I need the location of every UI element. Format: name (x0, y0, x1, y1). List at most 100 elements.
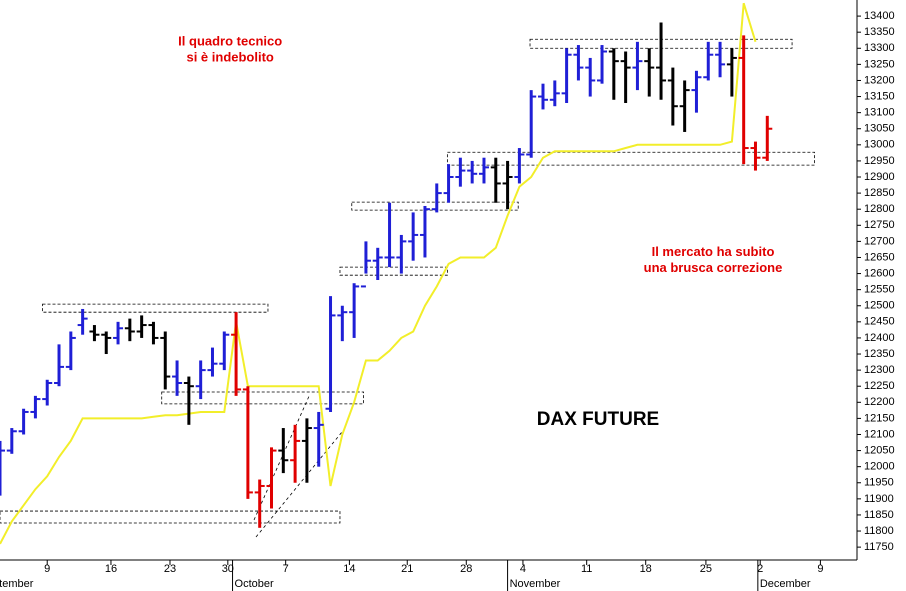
x-tick-label: 23 (164, 563, 176, 575)
ohlc-bar (231, 312, 242, 396)
x-tick-label: 11 (581, 563, 592, 575)
annotation: Il mercato ha subito (652, 244, 775, 259)
x-tick-label: 18 (640, 563, 652, 575)
y-tick-label: 12850 (864, 187, 895, 199)
y-tick-label: 12650 (864, 251, 895, 263)
ohlc-bar (207, 347, 218, 377)
y-tick-label: 12900 (864, 171, 895, 183)
y-tick-label: 13000 (864, 139, 895, 151)
ohlc-bar (0, 440, 5, 496)
x-tick-label: 2 (757, 563, 763, 575)
level-zone (339, 266, 448, 276)
x-tick-label: 4 (520, 563, 526, 575)
y-tick-label: 13300 (864, 42, 895, 54)
y-tick-label: 12000 (864, 461, 895, 473)
x-tick-label: 30 (222, 563, 234, 575)
y-tick-label: 11750 (864, 541, 894, 553)
annotation: una brusca correzione (644, 260, 783, 275)
ohlc-bar (313, 411, 324, 467)
signal-line (0, 2, 757, 545)
ohlc-bar (266, 447, 277, 509)
y-tick-label: 12950 (864, 155, 895, 167)
y-tick-label: 13250 (864, 58, 895, 70)
month-label: September (0, 578, 34, 590)
ohlc-bar (360, 241, 371, 288)
ohlc-bar (679, 80, 690, 132)
ohlc-bar (325, 296, 336, 412)
ohlc-bar (490, 157, 501, 203)
y-tick-label: 12350 (864, 348, 895, 360)
trend-line (255, 431, 343, 538)
ohlc-bar (30, 395, 41, 419)
ohlc-bar (18, 408, 29, 435)
ohlc-bar (656, 22, 667, 100)
y-tick-label: 13050 (864, 123, 895, 135)
ohlc-bar (644, 48, 655, 97)
level-zone (161, 391, 364, 405)
ohlc-bar (101, 331, 112, 355)
ohlc-bar (301, 418, 312, 483)
ohlc-bar (65, 331, 76, 371)
ohlc-bar (667, 67, 678, 126)
ohlc-bar (254, 479, 265, 528)
x-tick-label: 28 (460, 563, 472, 575)
ohlc-bar (384, 202, 395, 268)
annotation: si è indebolito (186, 49, 273, 64)
ohlc-bar (608, 48, 619, 100)
ohlc-bar (124, 318, 135, 342)
ohlc-bar (738, 35, 749, 165)
ohlc-bar (183, 376, 194, 425)
ohlc-bar (160, 331, 171, 390)
ohlc-bar (620, 51, 631, 103)
y-tick-label: 12800 (864, 203, 895, 215)
ohlc-bar (89, 325, 100, 342)
y-tick-label: 13350 (864, 26, 895, 38)
ohlc-bar (113, 321, 124, 345)
ohlc-bar (419, 205, 430, 258)
y-tick-label: 12050 (864, 444, 895, 456)
ohlc-bar (54, 344, 65, 387)
y-tick-label: 12150 (864, 412, 895, 424)
ohlc-bar (396, 234, 407, 274)
ohlc-bar (349, 283, 360, 338)
y-tick-label: 11850 (864, 509, 894, 521)
ohlc-bar (278, 428, 289, 474)
level-zone (0, 510, 341, 524)
y-tick-label: 12400 (864, 332, 895, 344)
level-zone (42, 303, 269, 313)
chart-title: DAX FUTURE (537, 409, 659, 430)
ohlc-bar (561, 48, 572, 103)
y-tick-label: 12500 (864, 300, 895, 312)
x-tick-label: 14 (343, 563, 355, 575)
y-tick-label: 11800 (864, 525, 894, 537)
x-tick-label: 16 (105, 563, 117, 575)
ohlc-bar (691, 70, 702, 113)
ohlc-bar (597, 45, 608, 84)
ohlc-bar (478, 157, 489, 184)
x-tick-label: 9 (44, 563, 50, 575)
ohlc-bar (750, 141, 761, 171)
y-tick-label: 11900 (864, 493, 894, 505)
ohlc-bar (219, 331, 230, 371)
ohlc-bar (526, 90, 537, 158)
annotation: Il quadro tecnico (178, 33, 282, 48)
ohlc-bar (431, 183, 442, 213)
ohlc-bar (549, 80, 560, 107)
ohlc-bar (408, 212, 419, 261)
month-label: November (510, 578, 561, 590)
y-tick-label: 12600 (864, 267, 895, 279)
ohlc-bar (502, 160, 513, 210)
y-tick-label: 12300 (864, 364, 895, 376)
y-tick-label: 13400 (864, 10, 895, 22)
ohlc-bar (455, 157, 466, 187)
month-label: October (235, 578, 274, 590)
ohlc-bar (514, 148, 525, 184)
ohlc-bar (762, 115, 773, 161)
ohlc-bar (172, 360, 183, 396)
ohlc-bar (538, 83, 549, 110)
ohlc-bar (573, 45, 584, 81)
ohlc-bar (242, 386, 253, 499)
ohlc-bar (77, 308, 88, 335)
y-tick-label: 12450 (864, 316, 895, 328)
